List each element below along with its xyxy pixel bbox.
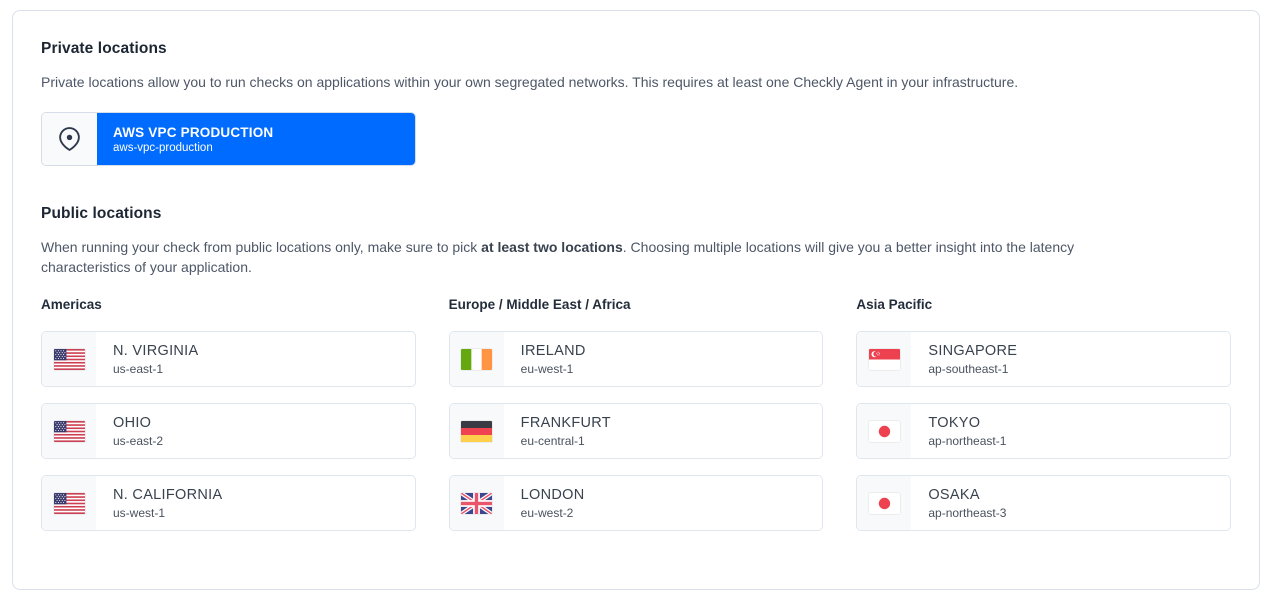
public-desc-bold: at least two locations xyxy=(481,239,623,255)
us-flag-icon xyxy=(42,404,96,458)
region-emea: Europe / Middle East / Africa IRELAND eu… xyxy=(448,297,824,547)
location-id: us-west-1 xyxy=(113,505,166,520)
region-asia-pacific-label: Asia Pacific xyxy=(856,297,933,312)
us-flag-icon xyxy=(42,332,96,386)
public-desc-before: When running your check from public loca… xyxy=(41,239,482,255)
location-name: N. CALIFORNIA xyxy=(113,486,223,503)
location-eu-central-1[interactable]: FRANKFURT eu-central-1 xyxy=(448,403,824,459)
location-name: FRANKFURT xyxy=(520,414,611,431)
location-ap-northeast-3[interactable]: OSAKA ap-northeast-3 xyxy=(856,475,1232,531)
public-locations-heading: Public locations xyxy=(41,205,162,222)
region-emea-label: Europe / Middle East / Africa xyxy=(448,297,631,312)
germany-flag-icon xyxy=(449,404,504,458)
location-name: LONDON xyxy=(520,486,585,503)
location-name: SINGAPORE xyxy=(928,342,1018,359)
location-name: TOKYO xyxy=(928,414,981,431)
private-locations-heading: Private locations xyxy=(41,40,167,57)
public-locations-description: When running your check from public loca… xyxy=(41,237,1156,277)
location-us-east-1[interactable]: N. VIRGINIA us-east-1 xyxy=(41,331,416,387)
locations-panel: Private locations Private locations allo… xyxy=(12,10,1260,590)
location-name: OSAKA xyxy=(928,486,980,503)
region-americas: Americas N. VIRGINIA us-east-1 OHIO us-e… xyxy=(41,297,416,547)
location-ap-southeast-1[interactable]: SINGAPORE ap-southeast-1 xyxy=(856,331,1232,387)
location-id: eu-west-2 xyxy=(520,505,574,520)
region-americas-label: Americas xyxy=(41,297,102,312)
ireland-flag-icon xyxy=(449,332,504,386)
us-flag-icon xyxy=(42,476,96,530)
japan-flag-icon xyxy=(857,476,912,530)
location-id: ap-northeast-3 xyxy=(928,505,1007,520)
private-location-name: AWS VPC PRODUCTION xyxy=(113,124,274,140)
public-desc-after: . Choosing multiple locations will give … xyxy=(41,239,1075,275)
location-eu-west-1[interactable]: IRELAND eu-west-1 xyxy=(448,331,824,387)
region-asia-pacific: Asia Pacific SINGAPORE ap-southeast-1 TO… xyxy=(856,297,1232,547)
location-name: N. VIRGINIA xyxy=(113,342,199,359)
singapore-flag-icon xyxy=(857,332,912,386)
location-id: eu-west-1 xyxy=(520,361,574,376)
location-us-west-1[interactable]: N. CALIFORNIA us-west-1 xyxy=(41,475,416,531)
uk-flag-icon xyxy=(449,476,504,530)
location-id: eu-central-1 xyxy=(520,433,585,448)
private-location-selected-fill: AWS VPC PRODUCTION aws-vpc-production xyxy=(97,113,415,165)
location-id: us-east-2 xyxy=(113,433,164,448)
location-id: ap-southeast-1 xyxy=(928,361,1009,376)
private-location-aws-vpc-production[interactable]: AWS VPC PRODUCTION aws-vpc-production xyxy=(41,112,416,166)
location-id: ap-northeast-1 xyxy=(928,433,1007,448)
map-pin-icon xyxy=(42,113,97,165)
location-us-east-2[interactable]: OHIO us-east-2 xyxy=(41,403,416,459)
location-id: us-east-1 xyxy=(113,361,164,376)
location-ap-northeast-1[interactable]: TOKYO ap-northeast-1 xyxy=(856,403,1232,459)
japan-flag-icon xyxy=(857,404,912,458)
private-location-id: aws-vpc-production xyxy=(113,141,213,154)
location-name: OHIO xyxy=(113,414,152,431)
regions-grid: Americas N. VIRGINIA us-east-1 OHIO us-e… xyxy=(41,297,1232,547)
private-locations-description: Private locations allow you to run check… xyxy=(41,74,1019,90)
location-eu-west-2[interactable]: LONDON eu-west-2 xyxy=(448,475,824,531)
location-name: IRELAND xyxy=(520,342,586,359)
